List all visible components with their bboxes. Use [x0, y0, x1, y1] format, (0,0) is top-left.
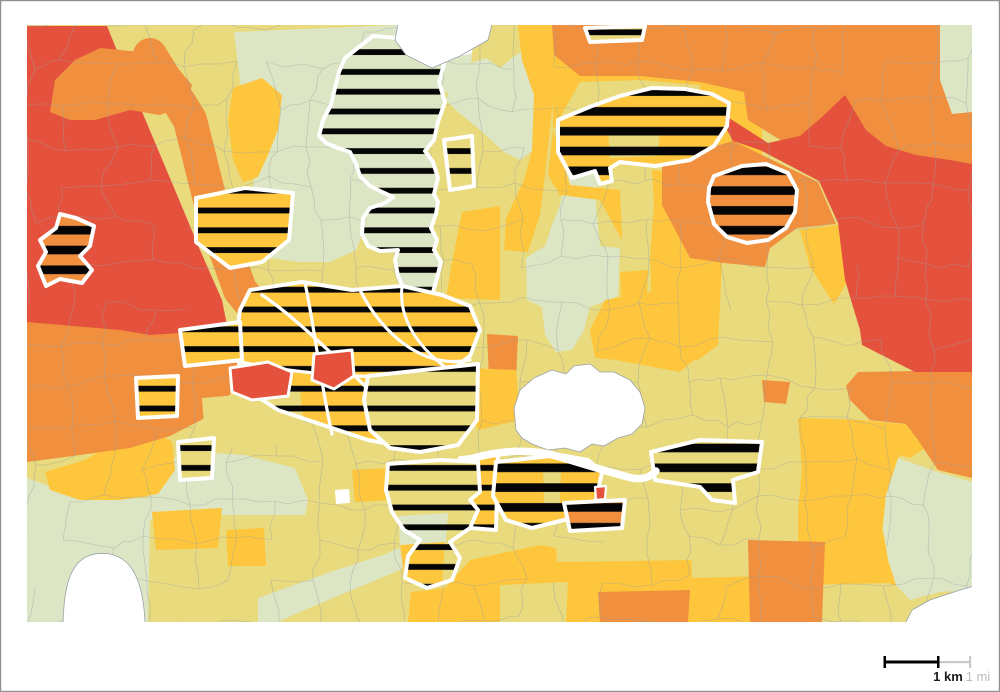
svg-text:1 km: 1 km	[933, 669, 963, 684]
svg-text:1 mi: 1 mi	[966, 669, 991, 684]
